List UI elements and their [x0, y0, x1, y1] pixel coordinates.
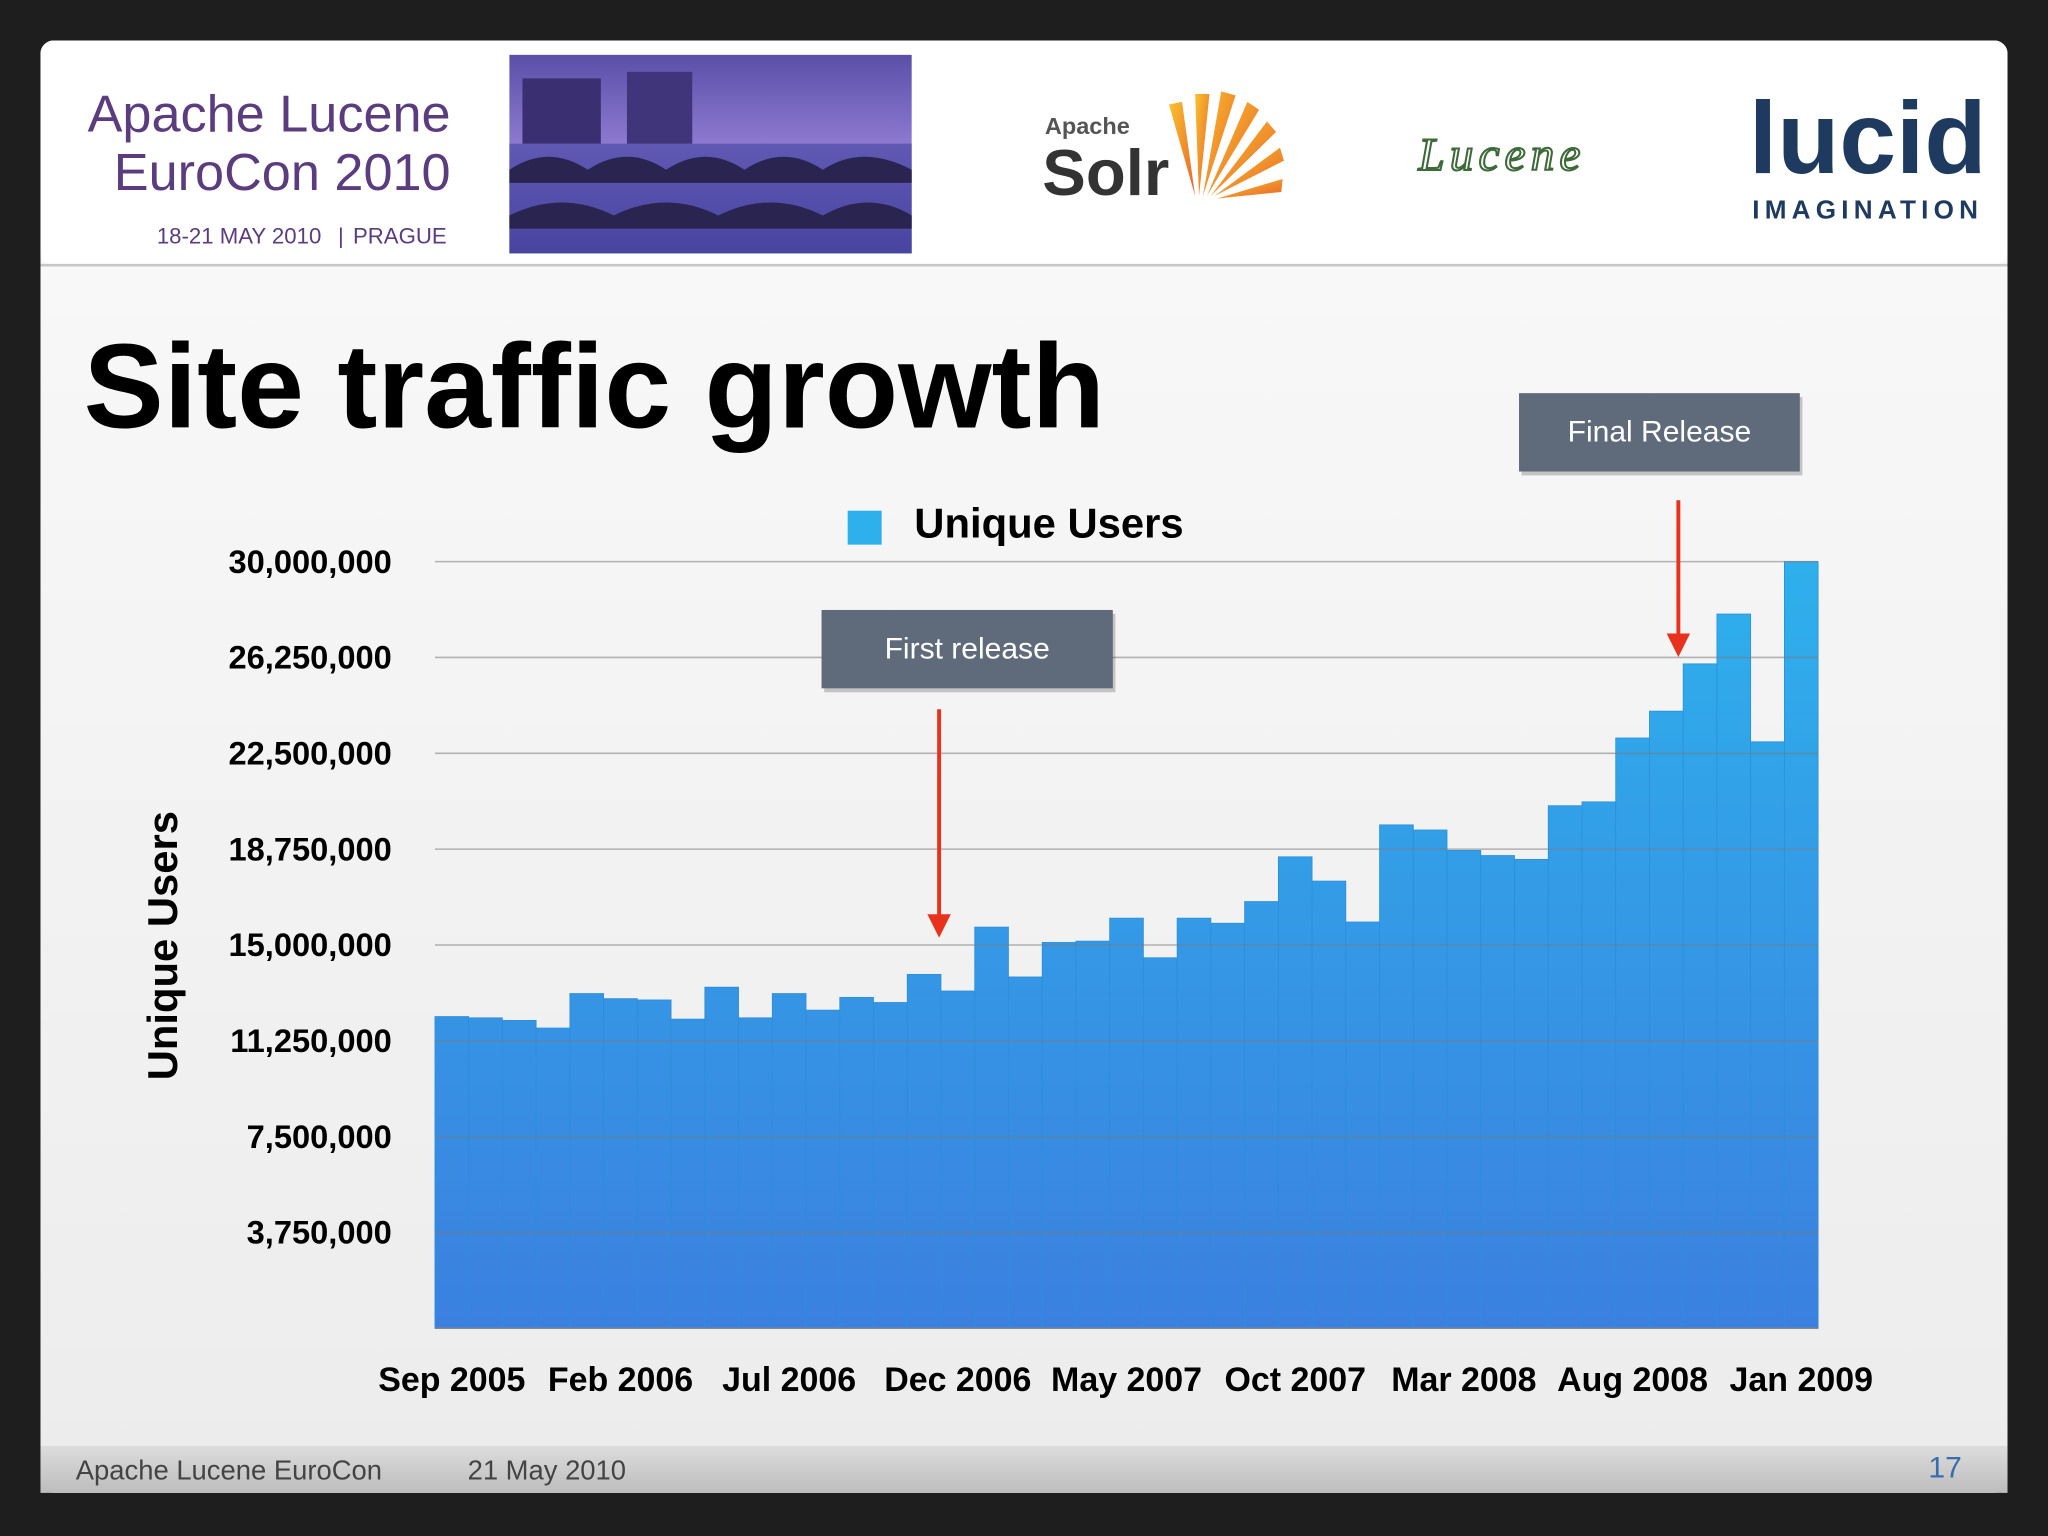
bar — [1109, 917, 1144, 1329]
x-tick-label: Mar 2008 — [1391, 1361, 1536, 1399]
bar — [1311, 880, 1347, 1329]
bar — [670, 1018, 706, 1329]
bar — [1412, 829, 1448, 1329]
bar — [603, 998, 638, 1329]
bar — [873, 1002, 908, 1329]
solr-logo: Apache — [1045, 113, 1130, 139]
bar — [771, 993, 807, 1329]
event-name: Apache Lucene — [88, 85, 451, 143]
x-tick-label: Jan 2009 — [1730, 1361, 1873, 1399]
bar — [1581, 801, 1617, 1329]
event-name: EuroCon 2010 — [114, 144, 451, 202]
annotation-box — [821, 609, 1113, 689]
x-tick-label: Jul 2006 — [722, 1361, 856, 1399]
bar — [1008, 976, 1043, 1329]
bar — [1480, 855, 1515, 1329]
footer-text: Apache Lucene EuroCon — [76, 1454, 382, 1485]
event-date: 18-21 MAY 2010 — [157, 224, 321, 249]
bar — [535, 1027, 571, 1329]
bar — [1143, 957, 1178, 1329]
legend-label: Unique Users — [914, 499, 1183, 546]
annotation-text: First release — [885, 632, 1050, 665]
bar — [1176, 917, 1212, 1329]
y-tick-label: 30,000,000 — [228, 543, 391, 580]
bar — [805, 1009, 841, 1329]
y-tick-label: 18,750,000 — [228, 830, 391, 867]
solr-sun — [1168, 91, 1284, 199]
x-tick-label: Feb 2006 — [548, 1361, 693, 1399]
bar — [1547, 805, 1583, 1329]
solr-logo: Solr — [1042, 136, 1169, 209]
x-tick-label: Oct 2007 — [1224, 1361, 1366, 1399]
chart-title: Site traffic growth — [84, 319, 1105, 453]
bar — [1041, 942, 1077, 1329]
bar — [704, 986, 739, 1329]
bar — [1277, 856, 1313, 1329]
separator: | — [338, 224, 344, 249]
bar — [839, 996, 874, 1329]
bar — [1682, 663, 1718, 1329]
lucid-logo: lucid — [1749, 81, 1987, 195]
bar — [1615, 737, 1650, 1329]
bar — [974, 926, 1009, 1329]
y-axis-label: Unique Users — [139, 811, 186, 1080]
bar — [1379, 824, 1414, 1329]
annotation-arrowhead — [1666, 633, 1691, 657]
y-tick-label: 15,000,000 — [228, 926, 391, 963]
bar — [434, 1016, 470, 1329]
legend-swatch — [847, 510, 882, 545]
y-tick-label: 3,750,000 — [247, 1214, 392, 1251]
page-number: 17 — [1928, 1451, 1961, 1484]
bar — [569, 993, 605, 1329]
x-tick-label: Dec 2006 — [884, 1361, 1031, 1399]
bar — [1244, 901, 1279, 1329]
bar — [1446, 850, 1482, 1329]
x-tick-label: May 2007 — [1051, 1361, 1202, 1399]
annotation-arrowhead — [927, 914, 951, 938]
bar — [1345, 921, 1380, 1329]
footer-band — [40, 1445, 2008, 1493]
bar — [1649, 710, 1684, 1329]
lucid-logo: IMAGINATION — [1752, 194, 1983, 224]
bar — [468, 1017, 503, 1329]
bar — [502, 1019, 537, 1329]
bar — [906, 973, 942, 1329]
prague-photo — [509, 54, 912, 254]
x-tick-label: Aug 2008 — [1557, 1361, 1708, 1399]
y-tick-label: 11,250,000 — [230, 1022, 392, 1059]
bar — [1210, 922, 1245, 1329]
x-tick-label: Sep 2005 — [378, 1361, 525, 1399]
bar — [1514, 858, 1549, 1329]
annotation-text: Final Release — [1568, 416, 1752, 449]
event-place: PRAGUE — [353, 224, 447, 249]
bar — [738, 1017, 773, 1329]
footer-date: 21 May 2010 — [468, 1454, 626, 1485]
y-tick-label: 7,500,000 — [247, 1118, 392, 1155]
bar — [1075, 940, 1111, 1329]
annotation-box — [1519, 393, 1800, 472]
lucene-logo: Lucene — [1417, 129, 1585, 181]
bar — [636, 999, 672, 1329]
bar — [1750, 741, 1785, 1329]
bar — [1716, 613, 1752, 1329]
y-tick-label: 26,250,000 — [228, 639, 391, 676]
bar — [940, 990, 976, 1329]
y-tick-label: 22,500,000 — [228, 735, 391, 772]
